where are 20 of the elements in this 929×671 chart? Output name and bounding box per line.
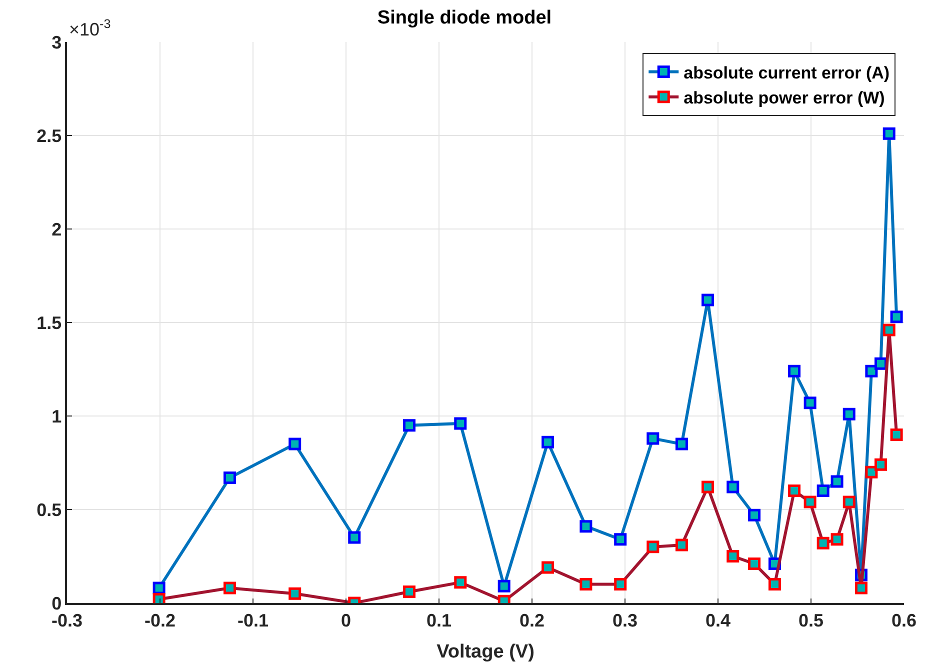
x-tick-label: 0.1 (426, 610, 452, 630)
x-tick-label: 0.4 (705, 610, 731, 630)
x-axis-title: Voltage (V) (436, 642, 534, 663)
x-tick-label: 0 (340, 610, 352, 630)
x-tick-label: 0.2 (519, 610, 545, 630)
chart-title: Single diode model (377, 7, 552, 28)
y-tick-label: 1 (52, 406, 62, 426)
y-tick-label: 1.5 (36, 312, 62, 333)
y-tick-label: 3 (52, 32, 62, 52)
x-tick-label: -0.2 (144, 610, 176, 630)
x-tick-label: 0.3 (612, 610, 638, 630)
x-tick-label: -0.1 (237, 610, 269, 630)
text: ×10$^{-3}$ (69, 17, 111, 40)
legend-label: absolute power error (W) (684, 88, 885, 108)
x-tick-label: 0.6 (891, 610, 917, 630)
y-tick-label: 0.5 (36, 500, 62, 520)
legend-label: absolute current error (A) (684, 63, 890, 82)
y-tick-label: 2.5 (36, 126, 62, 146)
y-tick-label: 2 (52, 219, 62, 240)
x-tick-label: 0.5 (798, 610, 824, 630)
